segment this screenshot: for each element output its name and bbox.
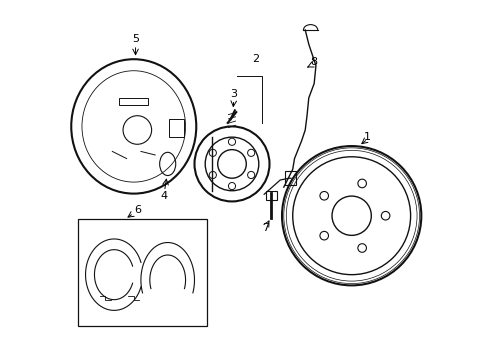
Bar [285,171,295,185]
Text: 7: 7 [262,223,269,233]
Bar [265,191,276,200]
Text: 5: 5 [132,34,139,44]
Text: 6: 6 [134,205,141,215]
Text: 3: 3 [230,89,237,99]
Text: 4: 4 [160,191,167,201]
Text: 1: 1 [364,132,370,142]
Text: 2: 2 [251,54,258,64]
Bar [78,219,206,327]
Text: 8: 8 [310,57,317,67]
